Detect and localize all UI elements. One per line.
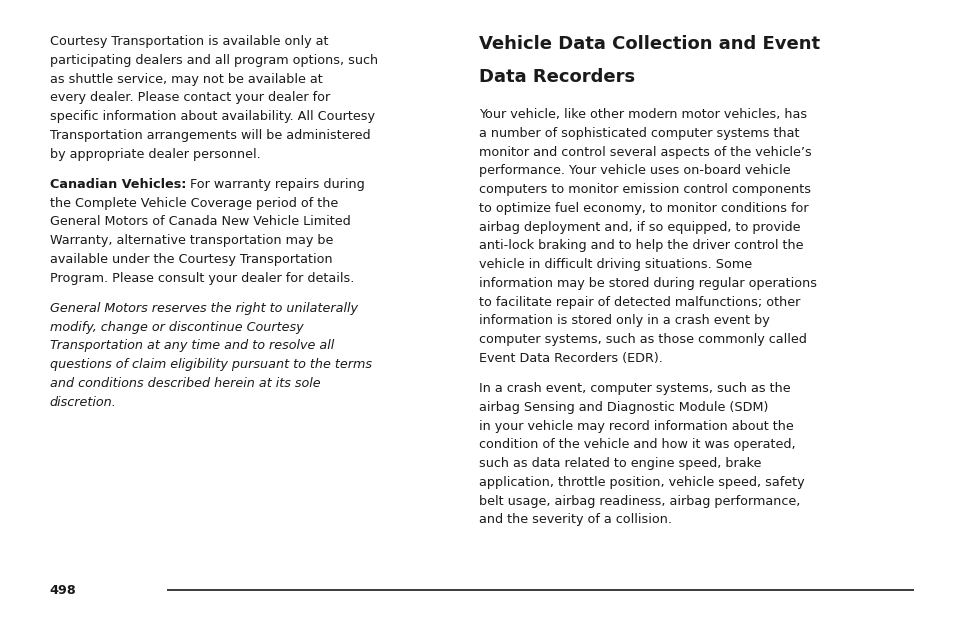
Text: participating dealers and all program options, such: participating dealers and all program op… [50,53,377,67]
Text: anti-lock braking and to help the driver control the: anti-lock braking and to help the driver… [478,239,802,252]
Text: and the severity of a collision.: and the severity of a collision. [478,513,671,527]
Text: Transportation arrangements will be administered: Transportation arrangements will be admi… [50,128,370,142]
Text: Canadian Vehicles:: Canadian Vehicles: [50,177,186,191]
Text: Vehicle Data Collection and Event: Vehicle Data Collection and Event [478,35,820,53]
Text: Warranty, alternative transportation may be: Warranty, alternative transportation may… [50,234,333,247]
Text: by appropriate dealer personnel.: by appropriate dealer personnel. [50,148,260,160]
Text: every dealer. Please contact your dealer for: every dealer. Please contact your dealer… [50,91,330,104]
Text: Data Recorders: Data Recorders [478,68,635,86]
Text: and conditions described herein at its sole: and conditions described herein at its s… [50,377,320,390]
Text: In a crash event, computer systems, such as the: In a crash event, computer systems, such… [478,382,790,395]
Text: airbag deployment and, if so equipped, to provide: airbag deployment and, if so equipped, t… [478,221,800,233]
Text: specific information about availability. All Courtesy: specific information about availability.… [50,110,375,123]
Text: monitor and control several aspects of the vehicle’s: monitor and control several aspects of t… [478,146,811,158]
Text: the Complete Vehicle Coverage period of the: the Complete Vehicle Coverage period of … [50,197,337,209]
Text: 498: 498 [50,584,76,597]
Text: information may be stored during regular operations: information may be stored during regular… [478,277,816,290]
Text: airbag Sensing and Diagnostic Module (SDM): airbag Sensing and Diagnostic Module (SD… [478,401,767,414]
Text: Program. Please consult your dealer for details.: Program. Please consult your dealer for … [50,272,354,284]
Text: information is stored only in a crash event by: information is stored only in a crash ev… [478,314,769,328]
Text: For warranty repairs during: For warranty repairs during [186,177,364,191]
Text: General Motors reserves the right to unilaterally: General Motors reserves the right to uni… [50,301,357,315]
Text: Your vehicle, like other modern motor vehicles, has: Your vehicle, like other modern motor ve… [478,108,806,121]
Text: modify, change or discontinue Courtesy: modify, change or discontinue Courtesy [50,321,303,333]
Text: belt usage, airbag readiness, airbag performance,: belt usage, airbag readiness, airbag per… [478,495,800,508]
Text: Transportation at any time and to resolve all: Transportation at any time and to resolv… [50,339,334,352]
Text: to facilitate repair of detected malfunctions; other: to facilitate repair of detected malfunc… [478,296,800,308]
Text: Event Data Recorders (EDR).: Event Data Recorders (EDR). [478,352,662,365]
Text: application, throttle position, vehicle speed, safety: application, throttle position, vehicle … [478,476,803,489]
Text: Courtesy Transportation is available only at: Courtesy Transportation is available onl… [50,35,328,48]
Text: discretion.: discretion. [50,396,116,408]
Text: available under the Courtesy Transportation: available under the Courtesy Transportat… [50,252,332,266]
Text: questions of claim eligibility pursuant to the terms: questions of claim eligibility pursuant … [50,358,372,371]
Text: a number of sophisticated computer systems that: a number of sophisticated computer syste… [478,127,799,140]
Text: such as data related to engine speed, brake: such as data related to engine speed, br… [478,457,760,470]
Text: General Motors of Canada New Vehicle Limited: General Motors of Canada New Vehicle Lim… [50,215,350,228]
Text: in your vehicle may record information about the: in your vehicle may record information a… [478,420,793,432]
Text: as shuttle service, may not be available at: as shuttle service, may not be available… [50,73,322,85]
Text: performance. Your vehicle uses on-board vehicle: performance. Your vehicle uses on-board … [478,164,790,177]
Text: vehicle in difficult driving situations. Some: vehicle in difficult driving situations.… [478,258,751,271]
Text: computer systems, such as those commonly called: computer systems, such as those commonly… [478,333,806,346]
Text: to optimize fuel economy, to monitor conditions for: to optimize fuel economy, to monitor con… [478,202,808,215]
Text: condition of the vehicle and how it was operated,: condition of the vehicle and how it was … [478,438,795,452]
Text: computers to monitor emission control components: computers to monitor emission control co… [478,183,810,196]
